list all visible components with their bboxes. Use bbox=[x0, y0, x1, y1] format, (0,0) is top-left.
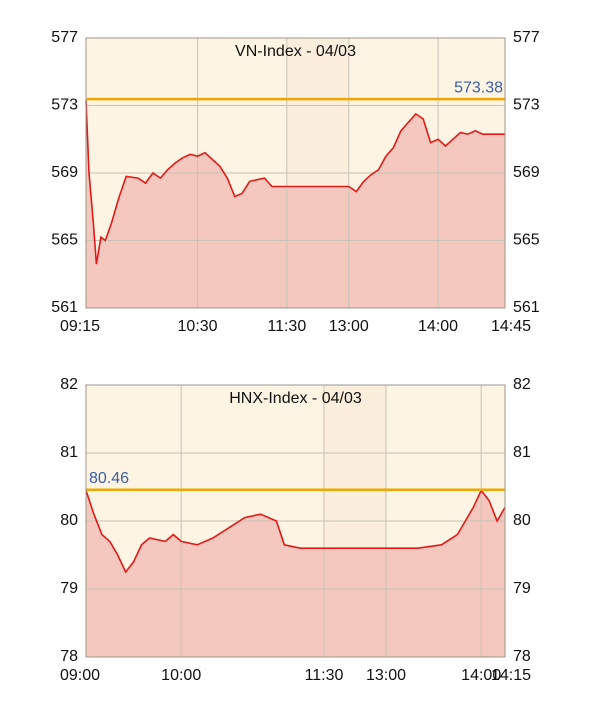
y-tick-label: 569 bbox=[51, 164, 78, 181]
y-tick-label: 80 bbox=[60, 512, 78, 529]
y-tick-label: 81 bbox=[513, 444, 531, 461]
x-tick-label: 09:15 bbox=[60, 318, 100, 335]
x-tick-label: 14:00 bbox=[418, 318, 458, 335]
x-tick-label: 14:15 bbox=[491, 667, 531, 684]
x-tick-label: 13:00 bbox=[366, 667, 406, 684]
x-tick-label: 09:00 bbox=[60, 667, 100, 684]
reference-label: 573.38 bbox=[454, 79, 503, 96]
y-tick-label: 82 bbox=[60, 376, 78, 393]
x-tick-label: 10:00 bbox=[161, 667, 201, 684]
y-tick-label: 78 bbox=[60, 648, 78, 665]
y-tick-label: 78 bbox=[513, 648, 531, 665]
y-tick-label: 569 bbox=[513, 164, 540, 181]
y-tick-label: 573 bbox=[513, 97, 540, 114]
x-tick-label: 11:30 bbox=[305, 667, 344, 684]
x-tick-label: 14:45 bbox=[491, 318, 531, 335]
y-tick-label: 565 bbox=[51, 232, 78, 249]
y-tick-label: 81 bbox=[60, 444, 78, 461]
plot-border bbox=[85, 37, 506, 309]
y-tick-label: 577 bbox=[513, 29, 540, 46]
chart-title: HNX-Index - 04/03 bbox=[229, 390, 362, 407]
y-tick-label: 79 bbox=[60, 580, 78, 597]
price-line bbox=[85, 100, 505, 265]
y-tick-label: 82 bbox=[513, 376, 531, 393]
y-tick-label: 79 bbox=[513, 580, 531, 597]
x-tick-label: 11:30 bbox=[267, 318, 306, 335]
y-tick-label: 565 bbox=[513, 232, 540, 249]
x-tick-label: 13:00 bbox=[329, 318, 369, 335]
y-tick-label: 573 bbox=[51, 97, 78, 114]
y-tick-label: 561 bbox=[513, 299, 540, 316]
chart-title: VN-Index - 04/03 bbox=[235, 43, 356, 60]
reference-label: 80.46 bbox=[89, 470, 129, 487]
area bbox=[86, 100, 505, 309]
price-line bbox=[85, 488, 506, 574]
x-tick-label: 10:30 bbox=[178, 318, 218, 335]
y-tick-label: 80 bbox=[513, 512, 531, 529]
y-tick-label: 561 bbox=[51, 299, 78, 316]
plot-border bbox=[85, 384, 506, 658]
x-tick-label: 14:00 bbox=[461, 667, 501, 684]
y-tick-label: 577 bbox=[51, 29, 78, 46]
area bbox=[86, 490, 505, 657]
